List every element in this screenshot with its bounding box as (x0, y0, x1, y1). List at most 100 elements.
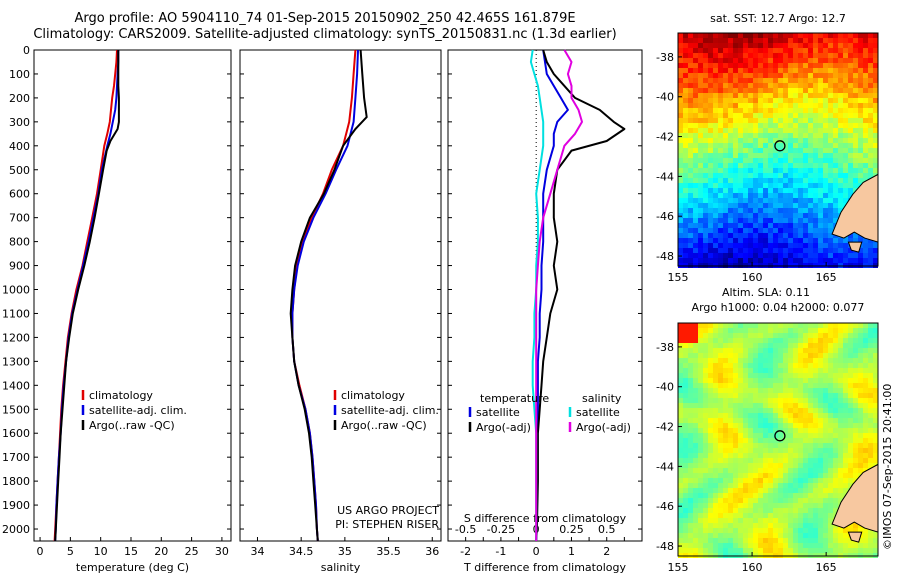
y-tick-label: -44 (656, 170, 674, 183)
salinity-profile-panel: 34 34.5 35 35.5 36 salinity climatology satelli… (239, 49, 442, 574)
y-tick-label: -42 (656, 421, 674, 434)
y-tick-label: 600 (9, 188, 30, 201)
x-axis-label: salinity (321, 561, 361, 574)
map-title: Altim. SLA: 0.11 (722, 286, 810, 299)
x-tick-label-top: -0.5 (455, 523, 476, 536)
float-position-marker (774, 430, 786, 442)
x-axis-label: T difference from climatology (463, 561, 626, 574)
y-tick-label: -40 (656, 91, 674, 104)
sst-map: 155 160 165 -38 -40 -42 -44 -46 -48 sat. SST: 12.… (656, 12, 879, 284)
y-tick-label: -46 (656, 500, 674, 513)
y-tick-label: 300 (9, 116, 30, 129)
project-annotation: PI: STEPHEN RISER (335, 518, 439, 531)
x-tick-label: 20 (154, 545, 168, 558)
x-tick-label: -2 (460, 545, 471, 558)
legend-label: Argo(..raw -QC) (89, 419, 175, 432)
legend-label: Argo(..raw -QC) (341, 419, 427, 432)
legend-label: satellite (576, 406, 620, 419)
x-axis-label: temperature (deg C) (76, 561, 189, 574)
x-tick-label: 2 (603, 545, 610, 558)
legend-label: climatology (89, 389, 153, 402)
legend-label: satellite-adj. clim. (89, 404, 187, 417)
y-tick-label: 1100 (2, 307, 30, 320)
y-tick-label: 1900 (2, 499, 30, 512)
island (847, 531, 863, 543)
x-tick-label: 165 (816, 271, 837, 284)
x-tick-label: 160 (742, 561, 763, 574)
legend-label: climatology (341, 389, 405, 402)
y-tick-label: 100 (9, 68, 30, 81)
difference-profile-panel: -0.5 -0.25 0 0.25 0.5-2 -1 0 1 2S difference fro… (447, 49, 643, 574)
island (847, 241, 863, 253)
x-tick-label: 0 (37, 545, 44, 558)
x-tick-label-top: 0.5 (598, 523, 616, 536)
y-tick-label: -40 (656, 381, 674, 394)
series-line (535, 49, 583, 541)
project-annotation: US ARGO PROJECT (337, 504, 439, 517)
series-line (289, 49, 368, 542)
y-tick-label: 1500 (2, 403, 30, 416)
y-tick-label: -48 (656, 250, 674, 263)
x-tick-label: 10 (94, 545, 108, 558)
map-frame (677, 32, 879, 267)
y-tick-label: 800 (9, 236, 30, 249)
legend-label: satellite-adj. clim. (341, 404, 439, 417)
x-tick-label: 1 (568, 545, 575, 558)
series-line (535, 49, 569, 542)
y-tick-label: -38 (656, 341, 674, 354)
y-tick-label: 700 (9, 212, 30, 225)
legend-label: satellite (476, 406, 520, 419)
x-tick-label: -1 (495, 545, 506, 558)
y-tick-label: 1200 (2, 331, 30, 344)
y-tick-label: 1800 (2, 475, 30, 488)
header-line-1: Argo profile: AO 5904110_74 01-Sep-2015 … (74, 11, 576, 26)
x-tick-label: 34 (250, 545, 264, 558)
x-tick-label: 155 (668, 271, 689, 284)
x-tick-label: 5 (67, 545, 74, 558)
x-tick-label: 155 (668, 561, 689, 574)
y-tick-label: 1600 (2, 427, 30, 440)
map-cells (678, 33, 878, 268)
y-tick-label: -46 (656, 210, 674, 223)
imos-credit: ©IMOS 07-Sep-2015 20:41:00 (881, 384, 894, 550)
x-tick-label: 35.5 (376, 545, 401, 558)
difference-profile-frame (447, 49, 643, 542)
temperature-profile-frame (33, 49, 232, 542)
legend-group-title: temperature (480, 392, 549, 405)
x-axis-label-top: S difference from climatology (464, 512, 627, 525)
x-tick-label: 165 (816, 561, 837, 574)
x-tick-label: 15 (124, 545, 138, 558)
map-title: sat. SST: 12.7 Argo: 12.7 (710, 12, 846, 25)
y-tick-label: -42 (656, 131, 674, 144)
x-tick-label: 30 (215, 545, 229, 558)
y-tick-label: 1000 (2, 284, 30, 297)
float-position-marker (774, 140, 786, 152)
y-tick-label: 1700 (2, 451, 30, 464)
x-tick-label: 35 (338, 545, 352, 558)
y-tick-label: 1400 (2, 379, 30, 392)
y-tick-label: 2000 (2, 523, 30, 536)
x-tick-label: 36 (425, 545, 439, 558)
y-tick-label: 400 (9, 140, 30, 153)
series-line (535, 49, 626, 542)
header-line-2: Climatology: CARS2009. Satellite-adjuste… (33, 27, 617, 42)
x-tick-label: 160 (742, 271, 763, 284)
y-tick-label: 1300 (2, 355, 30, 368)
x-tick-label: 0 (533, 545, 540, 558)
y-tick-label: 900 (9, 260, 30, 273)
temperature-profile-panel: 0100200300400500600700800900100011001200… (2, 44, 232, 574)
x-tick-label-top: 0.25 (559, 523, 584, 536)
series-line (54, 50, 120, 542)
salinity-profile-frame (239, 49, 442, 542)
y-tick-label: 200 (9, 92, 30, 105)
y-tick-label: -44 (656, 460, 674, 473)
y-tick-label: -38 (656, 51, 674, 64)
sla-map: 155 160 165 -38 -40 -42 -44 -46 -48 Altim. SLA: 0… (656, 286, 879, 574)
x-tick-label: 25 (185, 545, 199, 558)
y-tick-label: -48 (656, 540, 674, 553)
legend-group-title: salinity (582, 392, 622, 405)
legend-label: Argo(-adj) (576, 421, 631, 434)
x-tick-label: 34.5 (289, 545, 314, 558)
y-tick-label: 0 (23, 44, 30, 57)
